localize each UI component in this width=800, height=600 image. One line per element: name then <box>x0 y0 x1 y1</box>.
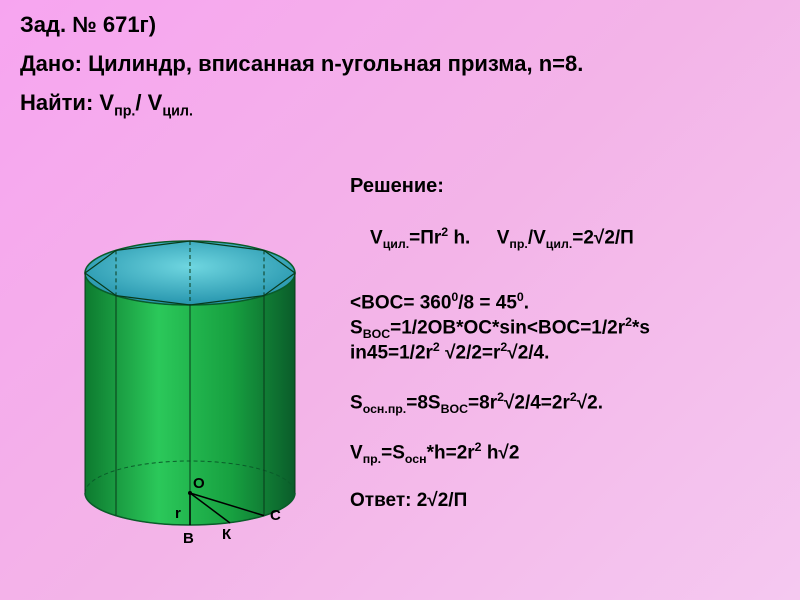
label-r: r <box>175 505 181 522</box>
find-prefix: Найти: V <box>20 90 114 115</box>
formula-2: <BOC= 3600/8 = 450. <box>350 290 529 314</box>
given-text: Дано: Цилиндр, вписанная n-угольная приз… <box>0 43 800 82</box>
answer: Ответ: 2√2/П <box>350 490 467 512</box>
solution-header: Решение: <box>350 175 444 198</box>
find-text: Найти: Vпр./ Vцил. <box>0 82 800 129</box>
formula-4: in45=1/2r2 √2/2=r2√2/4. <box>350 340 549 364</box>
label-B: B <box>183 530 194 547</box>
problem-title: Зад. № 671г) <box>0 0 800 43</box>
cylinder-diagram: O B C К r <box>50 225 330 565</box>
label-K: К <box>222 526 232 543</box>
find-mid: / V <box>135 90 162 115</box>
find-sub1: пр. <box>114 103 135 119</box>
formula-3: SBOC=1/2OB*OC*sin<BOC=1/2r2*s <box>350 315 650 341</box>
label-C: C <box>270 507 281 524</box>
label-O: O <box>193 475 205 492</box>
formula-6: Vпр.=Sосн*h=2r2 h√2 <box>350 440 519 466</box>
formula-5: Sосн.пр.=8SBOC=8r2√2/4=2r2√2. <box>350 390 603 416</box>
cylinder-svg: O B C К r <box>50 225 330 565</box>
formula-1: Vцил.=Пr2 h. Vпр./Vцил.=2√2/П <box>370 225 634 251</box>
find-sub2: цил. <box>162 103 193 119</box>
